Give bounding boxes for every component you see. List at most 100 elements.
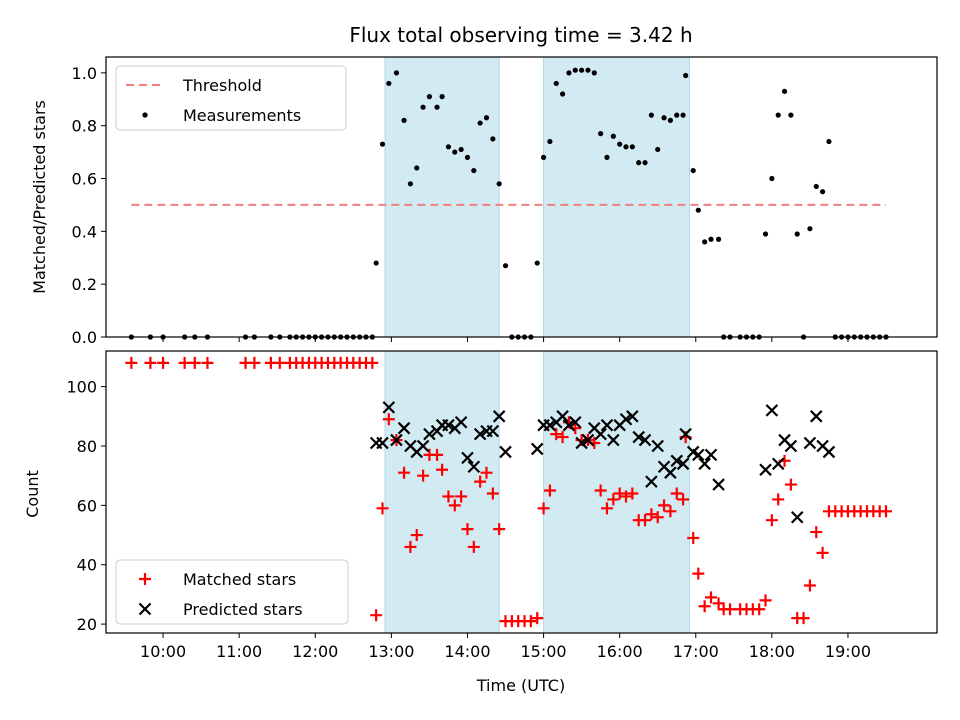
top-y-tick-label: 0.4	[72, 222, 97, 241]
predicted-stars-point	[632, 430, 645, 444]
predicted-stars-point	[765, 404, 779, 417]
bottom-y-axis-label: Count	[23, 470, 42, 518]
matched-stars-point	[404, 540, 417, 553]
measurements-point	[661, 115, 667, 121]
measurements-point	[623, 144, 629, 150]
measurements-point	[434, 104, 440, 110]
matched-stars-point	[797, 612, 810, 625]
measurements-point	[667, 117, 674, 123]
bottom-legend-label: Matched stars	[183, 570, 296, 589]
measurements-point	[604, 154, 610, 160]
measurements-point	[585, 67, 591, 73]
measurements-point	[579, 67, 585, 73]
measurements-point	[483, 115, 490, 121]
matched-stars-point	[594, 484, 607, 497]
measurements-point	[642, 160, 648, 166]
predicted-stars-point	[651, 439, 664, 453]
predicted-stars-point	[670, 454, 684, 468]
matched-stars-point	[273, 356, 286, 369]
measurements-point	[553, 80, 559, 87]
matched-stars-point	[417, 469, 430, 482]
measurements-point	[826, 138, 832, 145]
predicted-stars-point	[562, 418, 576, 432]
top-y-tick-label: 0.0	[72, 328, 97, 347]
matched-stars-point	[531, 612, 544, 625]
top-y-tick-label: 0.6	[72, 170, 97, 189]
predicted-stars-point	[664, 466, 677, 479]
measurements-point	[807, 226, 813, 232]
measurements-point	[591, 70, 597, 76]
top-legend-label: Threshold	[182, 76, 262, 95]
measurements-point	[636, 160, 642, 166]
matched-stars-point	[784, 478, 797, 491]
measurements-point	[629, 144, 635, 150]
measurements-point	[379, 141, 386, 147]
predicted-stars-point	[619, 412, 633, 426]
predicted-stars-point	[822, 445, 836, 459]
measurements-point	[769, 175, 775, 182]
measurements-point	[477, 120, 483, 126]
measurements-point	[373, 260, 379, 266]
predicted-stars-point	[803, 436, 817, 450]
measurements-point	[674, 112, 680, 118]
bottom-y-tick-label: 100	[66, 378, 97, 397]
bottom-legend-marker	[139, 573, 151, 585]
matched-stars-point	[816, 546, 829, 559]
matched-stars-point	[670, 487, 683, 500]
matched-stars-point	[810, 526, 823, 539]
x-tick-label: 17:00	[673, 642, 719, 661]
matched-stars-point	[698, 600, 711, 613]
matched-stars-point	[442, 490, 455, 503]
predicted-stars-point	[607, 433, 620, 447]
x-tick-label: 19:00	[825, 642, 871, 661]
bottom-observing-window	[384, 350, 500, 634]
measurements-point	[572, 67, 578, 73]
predicted-stars-point	[467, 460, 481, 474]
predicted-stars-point	[594, 427, 607, 441]
predicted-stars-point	[382, 401, 396, 414]
top-y-tick-label: 0.8	[72, 117, 97, 136]
matched-stars-point	[687, 532, 700, 545]
measurements-point	[566, 70, 572, 76]
top-y-tick-label: 0.2	[72, 275, 97, 294]
matched-stars-point	[455, 490, 468, 503]
measurements-point	[490, 136, 496, 142]
matched-stars-point	[436, 463, 449, 476]
matched-stars-point	[248, 356, 261, 369]
matched-stars-point	[759, 594, 772, 607]
measurements-point	[401, 117, 407, 123]
matched-stars-point	[201, 356, 214, 369]
matched-stars-point	[550, 428, 563, 441]
matched-stars-point	[461, 523, 474, 536]
x-tick-label: 12:00	[292, 642, 338, 661]
measurements-point	[386, 80, 392, 87]
bottom-observing-window	[543, 350, 690, 634]
matched-stars-point	[620, 490, 633, 503]
predicted-stars-point	[759, 463, 772, 477]
measurements-point	[708, 236, 714, 242]
x-axis-label: Time (UTC)	[476, 676, 565, 695]
predicted-stars-point	[600, 418, 614, 432]
predicted-stars-point	[492, 410, 506, 423]
predicted-stars-point	[692, 448, 705, 462]
predicted-stars-point	[704, 448, 718, 462]
measurements-point	[502, 263, 509, 269]
measurements-point	[715, 236, 722, 242]
bottom-legend-box	[115, 559, 349, 625]
predicted-stars-point	[784, 439, 798, 453]
predicted-stars-point	[575, 436, 588, 450]
measurements-point	[452, 149, 458, 155]
measurements-point	[559, 91, 566, 97]
measurements-point	[695, 207, 701, 213]
measurements-point	[788, 112, 794, 118]
matched-stars-point	[556, 431, 569, 444]
matched-stars-point	[467, 540, 480, 553]
measurements-point	[420, 104, 426, 110]
bottom-plot-frame	[105, 350, 938, 634]
predicted-stars-point	[390, 433, 403, 447]
measurements-point	[819, 189, 826, 195]
matched-stars-point	[607, 493, 620, 506]
matched-stars-point	[537, 502, 550, 515]
matched-stars-point	[366, 356, 379, 369]
measurements-point	[775, 112, 781, 118]
